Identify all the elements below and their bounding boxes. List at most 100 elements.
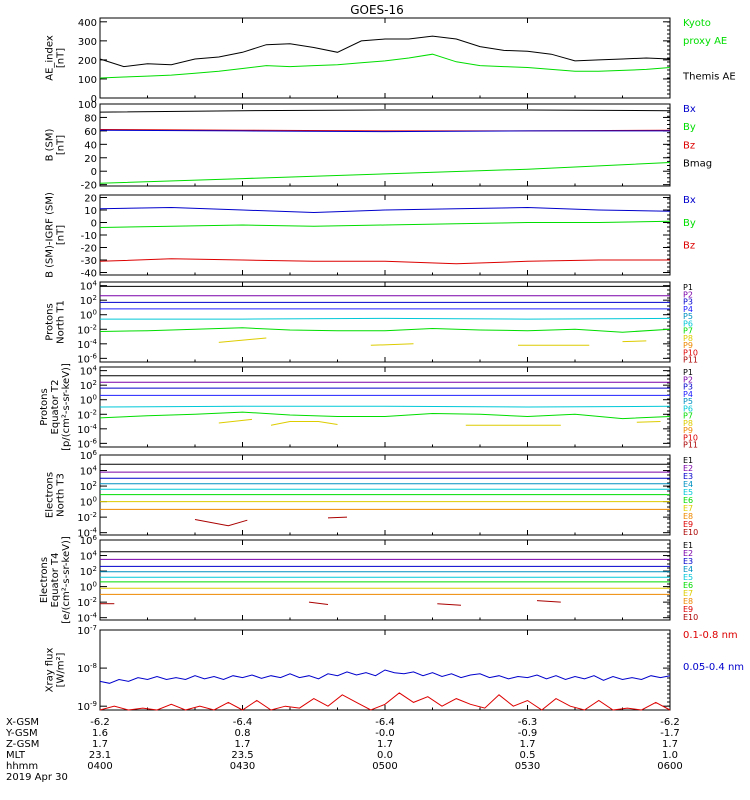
legend-entry: E7 [683,589,693,598]
footer-value: 1.6 [92,728,108,739]
footer-value: -6.4 [375,717,395,728]
footer-date: 2019 Apr 30 [6,772,68,783]
footer-value: 0430 [230,761,255,772]
legend-entry: E2 [683,464,693,473]
legend-entry: Bx [683,104,696,115]
y-axis-title: [nT] [56,225,67,245]
y-tick-label: 10-4 [77,338,97,351]
panel-frame [99,194,671,276]
legend-entry: By [683,122,696,133]
y-axis-title: Equator T4 [50,553,61,608]
y-axis-title: B (SM)-IGRF (SM) [45,192,56,278]
footer-value: 1.0 [662,750,678,761]
series-line [327,516,348,519]
y-tick-label: 100 [80,394,97,407]
legend-entry: Kyoto [683,18,711,29]
series-line [218,418,253,424]
legend-entry: E4 [683,480,693,489]
y-tick-label: 60 [84,127,97,138]
y-axis-title: Protons [39,388,50,425]
footer-value: 1.7 [662,739,678,750]
series-line [99,109,671,113]
legend-entry: Bmag [683,159,712,170]
y-tick-label: 102 [80,565,97,578]
footer-value: 0.8 [235,728,251,739]
series-line [99,206,671,214]
legend-entry: E9 [683,605,693,614]
legend-entry: P7 [683,327,693,336]
footer-value: -6.2 [90,717,110,728]
legend-entry: E9 [683,520,693,529]
series-line [99,129,670,133]
footer-value: 0.5 [520,750,536,761]
legend-entry: E4 [683,565,693,574]
y-tick-label: 104 [80,550,98,563]
y-tick-label: 10-2 [77,408,97,421]
series-line [308,601,329,605]
series-line [99,53,671,79]
legend-entry: P4 [683,305,693,314]
y-tick-label: -10 [81,231,97,242]
legend-entry: Bz [683,241,695,252]
y-tick-label: 104 [80,365,98,378]
footer-value: 1.7 [235,739,251,750]
legend-entry: E1 [683,541,693,550]
y-axis-title: Xray flux [45,648,56,693]
footer-value: -6.2 [660,717,680,728]
footer-value: 0400 [87,761,112,772]
y-tick-label: 100 [80,581,97,594]
legend-entry: P9 [683,426,693,435]
y-axis-title: [p/(cm²-s-sr-keV)] [61,363,72,451]
legend-entry: P4 [683,390,693,399]
y-axis-title: [nT] [56,135,67,155]
legend-entry: P2 [683,290,693,299]
legend-entry: P3 [683,298,693,307]
y-tick-label: 100 [78,100,97,111]
series-line [194,519,248,527]
panel-et4: 106 104 102 100 10-2 10-4 Electrons Equator T4[… [39,534,698,625]
legend-entry: P1 [683,283,693,292]
footer-value: 0.0 [377,750,393,761]
legend-entry: E8 [683,512,693,521]
y-tick-label: 104 [80,280,98,293]
y-tick-label: 0 [91,167,97,178]
legend-entry: E5 [683,488,693,497]
y-axis-title: North T1 [56,300,67,344]
legend-entry: E10 [683,528,698,537]
y-tick-label: 0 [91,219,97,230]
series-line [99,220,671,228]
legend-entry: E6 [683,581,693,590]
plot-title: GOES-16 [350,3,404,17]
series-line [100,317,671,320]
legend-entry: P11 [683,356,698,365]
footer-row-label: Y-GSM [5,728,38,739]
legend-entry: P10 [683,348,698,357]
y-axis-title: [W/m²] [56,652,67,687]
footer-value: 0600 [657,761,682,772]
legend-entry: P11 [683,441,698,450]
y-axis-title: Protons [45,303,56,340]
y-tick-label: 10-8 [77,662,97,675]
footer-value: 1.7 [92,739,108,750]
y-tick-label: 400 [78,18,97,29]
y-axis-title: Equator T2 [50,380,61,435]
legend-entry: P8 [683,334,693,343]
footer-value: 23.1 [89,750,111,761]
series-line [536,600,561,603]
y-tick-label: 0 [91,94,97,105]
footer-value: 1.7 [520,739,536,750]
footer-row-label: X-GSM [6,717,39,728]
panel-frame [99,17,671,99]
legend-entry: E5 [683,573,693,582]
y-tick-label: 10-4 [77,612,97,625]
y-tick-label: 10 [84,206,97,217]
legend-entry: P10 [683,433,698,442]
legend-entry: P5 [683,312,693,321]
footer-value: 1.7 [377,739,393,750]
y-tick-label: 80 [84,113,97,124]
y-tick-label: -40 [81,269,97,280]
